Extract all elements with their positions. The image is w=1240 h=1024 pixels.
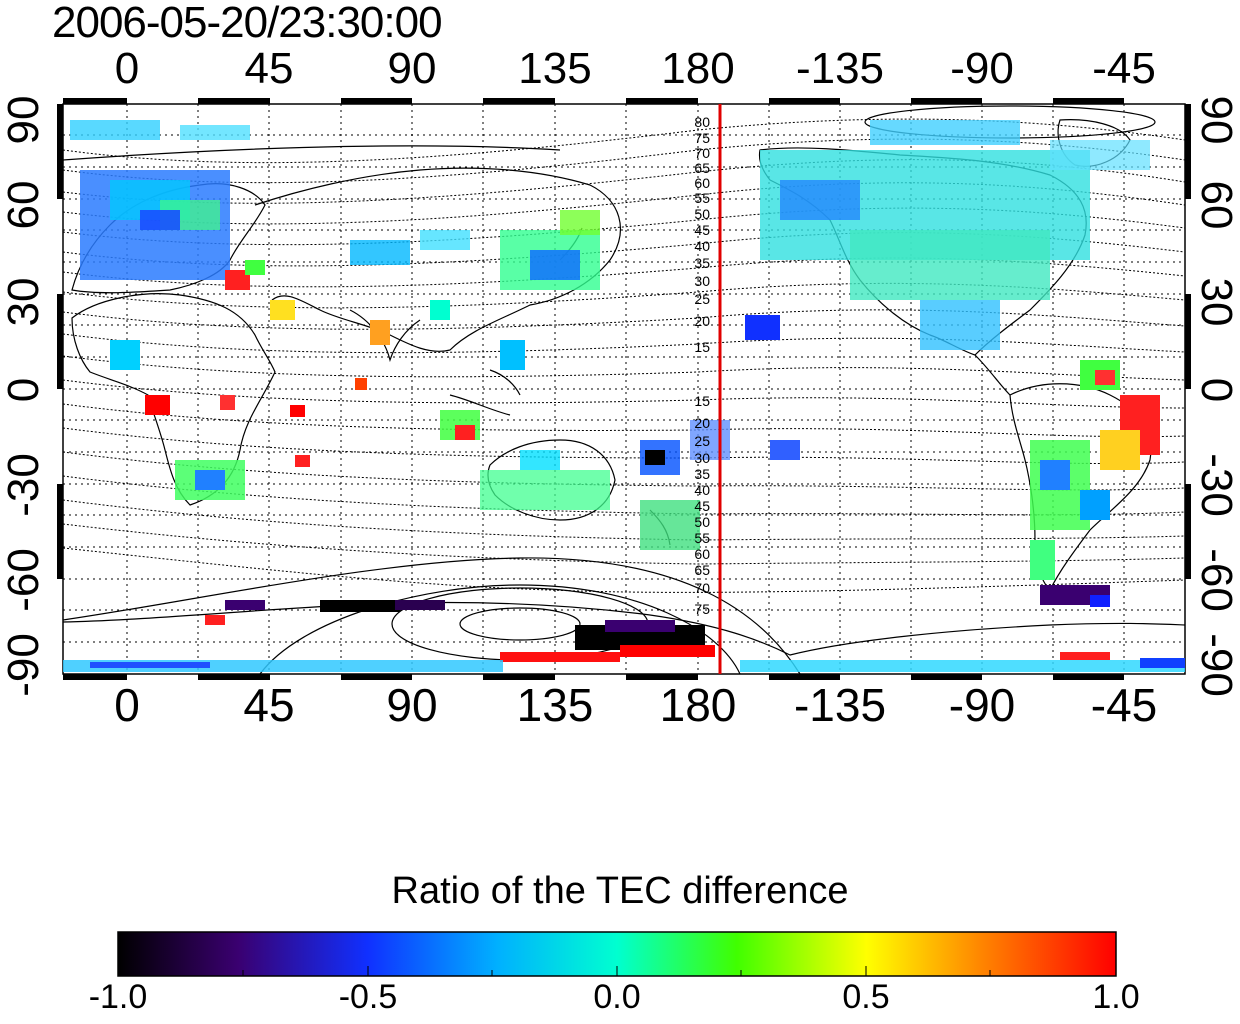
contour-label: 40 — [694, 482, 710, 498]
bottom-tick: 0 — [114, 679, 140, 731]
bottom-tick: -135 — [793, 679, 887, 731]
contour-label: 75 — [694, 601, 710, 617]
bottom-tick: -90 — [948, 679, 1016, 731]
bottom-tick: 45 — [243, 679, 295, 731]
contour-label: 80 — [694, 114, 710, 130]
contour-label: 30 — [694, 273, 710, 289]
contour-label: 25 — [694, 433, 710, 449]
contour-label: 25 — [694, 291, 710, 307]
bottom-tick: 90 — [386, 679, 438, 731]
contour-label: 20 — [694, 313, 710, 329]
contour-label: 70 — [694, 145, 710, 161]
contour-label: 35 — [694, 466, 710, 482]
colorbar-tick-label: 1.0 — [1092, 978, 1140, 1016]
contour-label: 50 — [694, 206, 710, 222]
colorbar-tick-label: -0.5 — [338, 978, 398, 1016]
top-tick: 180 — [661, 44, 735, 93]
top-tick: 135 — [518, 44, 592, 93]
contour-label: 60 — [694, 546, 710, 562]
contour-label: 35 — [694, 255, 710, 271]
contour-label: 65 — [694, 160, 710, 176]
colorbar-tick-label: 0.0 — [593, 978, 641, 1016]
tec-data-patches — [63, 120, 1185, 672]
contour-label: 45 — [694, 222, 710, 238]
bottom-tick: 135 — [516, 679, 594, 731]
contour-label: 65 — [694, 562, 710, 578]
contour-label: 70 — [694, 580, 710, 596]
bottom-tick: -45 — [1090, 679, 1158, 731]
frame-tick-bars — [57, 98, 1191, 680]
contour-label: 15 — [694, 339, 710, 355]
contour-label: 55 — [694, 530, 710, 546]
colorbar-tick-label: -1.0 — [88, 978, 148, 1016]
bottom-tick: 180 — [659, 679, 737, 731]
map-title: 2006-05-20/23:30:00 — [52, 0, 443, 47]
contour-label: 75 — [694, 130, 710, 146]
top-tick: 45 — [244, 44, 294, 93]
contour-label: 50 — [694, 514, 710, 530]
contour-label: 30 — [694, 450, 710, 466]
contour-label: 45 — [694, 498, 710, 514]
colorbar-title: Ratio of the TEC difference — [391, 870, 849, 912]
top-tick: -135 — [795, 44, 885, 93]
contour-label: 20 — [694, 415, 710, 431]
contour-labels-south: 15 20 25 30 35 40 45 50 55 60 65 70 75 — [694, 393, 710, 617]
top-tick: -90 — [950, 44, 1014, 93]
contour-labels-north: 80 75 70 65 60 55 50 45 40 35 30 25 20 1… — [694, 114, 710, 355]
contour-label: 15 — [694, 393, 710, 409]
contour-lines — [63, 118, 1185, 593]
top-tick: -45 — [1092, 44, 1156, 93]
contour-label: 60 — [694, 175, 710, 191]
colorbar-tick-label: 0.5 — [842, 978, 890, 1016]
contour-label: 40 — [694, 238, 710, 254]
contour-label: 55 — [694, 190, 710, 206]
top-tick: 0 — [114, 44, 140, 93]
top-tick: 90 — [387, 44, 437, 93]
colorbar-tick-marks — [242, 966, 991, 976]
